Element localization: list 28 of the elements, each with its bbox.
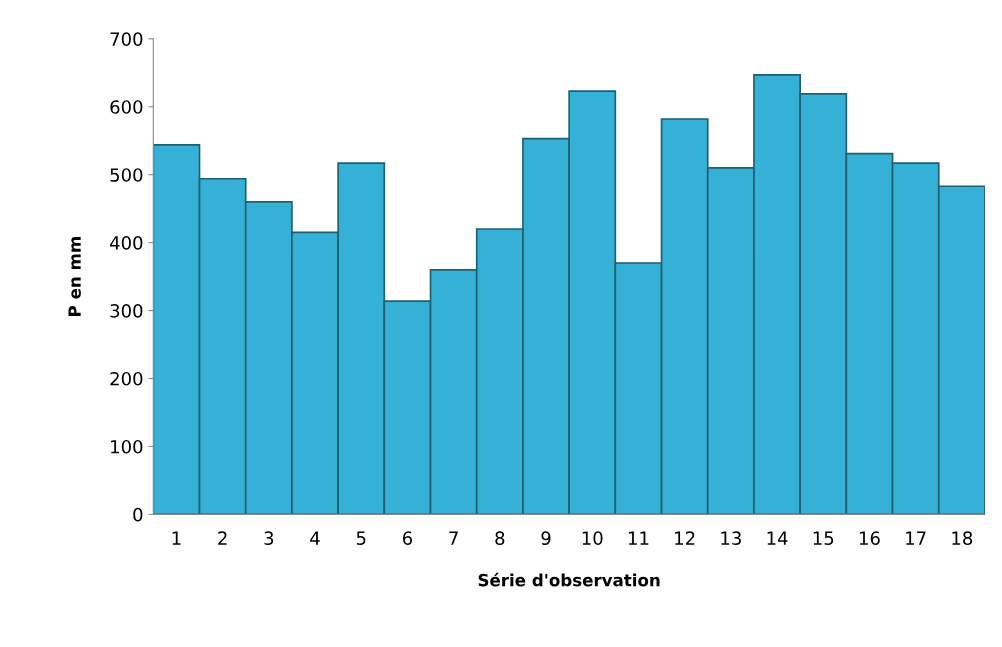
x-tick-label: 9 — [541, 531, 551, 546]
x-tick-label: 5 — [356, 531, 366, 546]
x-tick-label: 13 — [721, 531, 741, 546]
x-tick-label: 12 — [675, 531, 695, 545]
x-axis-title: Série d'observation — [478, 572, 660, 587]
y-tick-label: 600 — [110, 100, 143, 114]
x-tick-label: 14 — [767, 531, 788, 545]
x-tick-label: 16 — [859, 531, 880, 546]
y-tick-label: 200 — [110, 371, 143, 386]
x-tick-label: 11 — [628, 531, 649, 545]
y-tick-label: 300 — [110, 304, 143, 318]
y-tick-label: 400 — [110, 236, 143, 250]
x-tick-label: 8 — [495, 531, 505, 546]
x-tick-label: 1 — [172, 531, 181, 545]
x-tick-label: 18 — [952, 531, 973, 546]
x-tick-label: 2 — [218, 531, 227, 545]
x-tick-label: 6 — [402, 531, 413, 546]
x-tick-label: 10 — [582, 531, 603, 546]
y-tick-label: 100 — [111, 439, 143, 454]
x-tick-label: 3 — [264, 531, 274, 546]
x-tick-label: 17 — [906, 531, 926, 545]
y-tick-label: 700 — [110, 32, 143, 46]
y-axis-title: P en mm — [68, 237, 81, 316]
x-tick-label: 7 — [449, 531, 458, 545]
x-tick-label: 15 — [813, 531, 834, 546]
y-tick-label: 0 — [133, 507, 143, 522]
y-tick-label: 500 — [110, 168, 143, 182]
x-tick-label: 4 — [310, 531, 320, 545]
